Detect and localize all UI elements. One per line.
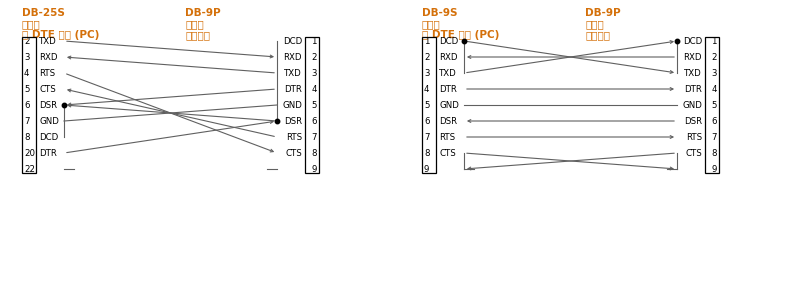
- Text: 8: 8: [424, 149, 430, 158]
- Bar: [22, 37, 36, 173]
- Text: GND: GND: [39, 116, 59, 126]
- Text: 1: 1: [712, 37, 717, 45]
- Text: 9: 9: [712, 164, 717, 174]
- Text: 到 DTE 设备 (PC): 到 DTE 设备 (PC): [22, 30, 100, 40]
- Text: RTS: RTS: [439, 133, 455, 141]
- Text: RXD: RXD: [284, 53, 302, 62]
- Text: DCD: DCD: [283, 37, 302, 45]
- Text: 7: 7: [712, 133, 717, 141]
- Text: 7: 7: [311, 133, 317, 141]
- Text: 到打印机: 到打印机: [185, 30, 210, 40]
- Text: RTS: RTS: [686, 133, 702, 141]
- Text: 8: 8: [311, 149, 317, 158]
- Text: 2: 2: [424, 53, 430, 62]
- Text: 22: 22: [24, 164, 35, 174]
- Text: 连接器: 连接器: [185, 19, 204, 29]
- Text: 3: 3: [24, 53, 29, 62]
- Text: 9: 9: [311, 164, 317, 174]
- Text: 5: 5: [712, 101, 717, 110]
- Text: 4: 4: [712, 85, 717, 93]
- Text: 1: 1: [311, 37, 317, 45]
- Text: TXD: TXD: [39, 37, 57, 45]
- Text: DTR: DTR: [284, 85, 302, 93]
- Text: DSR: DSR: [284, 116, 302, 126]
- Text: 连接器: 连接器: [585, 19, 604, 29]
- Text: TXD: TXD: [684, 68, 702, 78]
- Text: 2: 2: [311, 53, 317, 62]
- Text: 1: 1: [424, 37, 430, 45]
- Text: 20: 20: [24, 149, 35, 158]
- Text: RXD: RXD: [683, 53, 702, 62]
- Text: 5: 5: [311, 101, 317, 110]
- Text: DSR: DSR: [39, 101, 57, 110]
- Text: 4: 4: [424, 85, 430, 93]
- Text: RXD: RXD: [439, 53, 457, 62]
- Text: TXD: TXD: [284, 68, 302, 78]
- Text: DCD: DCD: [683, 37, 702, 45]
- Text: 6: 6: [24, 101, 29, 110]
- Bar: [422, 37, 436, 173]
- Text: DTR: DTR: [684, 85, 702, 93]
- Text: GND: GND: [682, 101, 702, 110]
- Text: RTS: RTS: [286, 133, 302, 141]
- Text: DCD: DCD: [39, 133, 58, 141]
- Text: GND: GND: [439, 101, 459, 110]
- Text: 7: 7: [24, 116, 29, 126]
- Text: DSR: DSR: [439, 116, 457, 126]
- Text: 6: 6: [311, 116, 317, 126]
- Text: CTS: CTS: [685, 149, 702, 158]
- Text: 3: 3: [311, 68, 317, 78]
- Text: 5: 5: [24, 85, 29, 93]
- Text: 7: 7: [424, 133, 430, 141]
- Text: 到 DTE 设备 (PC): 到 DTE 设备 (PC): [422, 30, 499, 40]
- Text: DTR: DTR: [439, 85, 457, 93]
- Text: DCD: DCD: [439, 37, 458, 45]
- Text: 连接器: 连接器: [22, 19, 41, 29]
- Text: 3: 3: [424, 68, 430, 78]
- Text: RXD: RXD: [39, 53, 58, 62]
- Text: 4: 4: [311, 85, 317, 93]
- Text: 2: 2: [712, 53, 717, 62]
- Text: CTS: CTS: [285, 149, 302, 158]
- Bar: [705, 37, 719, 173]
- Text: RTS: RTS: [39, 68, 55, 78]
- Text: 5: 5: [424, 101, 430, 110]
- Text: DB-9P: DB-9P: [185, 8, 220, 18]
- Text: TXD: TXD: [439, 68, 457, 78]
- Text: 6: 6: [712, 116, 717, 126]
- Text: 4: 4: [24, 68, 29, 78]
- Text: 6: 6: [424, 116, 430, 126]
- Text: 8: 8: [712, 149, 717, 158]
- Text: DTR: DTR: [39, 149, 57, 158]
- Text: 9: 9: [424, 164, 430, 174]
- Bar: [305, 37, 319, 173]
- Text: 连接器: 连接器: [422, 19, 441, 29]
- Text: DB-9P: DB-9P: [585, 8, 621, 18]
- Text: 3: 3: [712, 68, 717, 78]
- Text: CTS: CTS: [39, 85, 56, 93]
- Text: 2: 2: [24, 37, 29, 45]
- Text: DB-25S: DB-25S: [22, 8, 65, 18]
- Text: DB-9S: DB-9S: [422, 8, 457, 18]
- Text: DSR: DSR: [684, 116, 702, 126]
- Text: GND: GND: [282, 101, 302, 110]
- Text: 到打印机: 到打印机: [585, 30, 610, 40]
- Text: 8: 8: [24, 133, 29, 141]
- Text: CTS: CTS: [439, 149, 456, 158]
